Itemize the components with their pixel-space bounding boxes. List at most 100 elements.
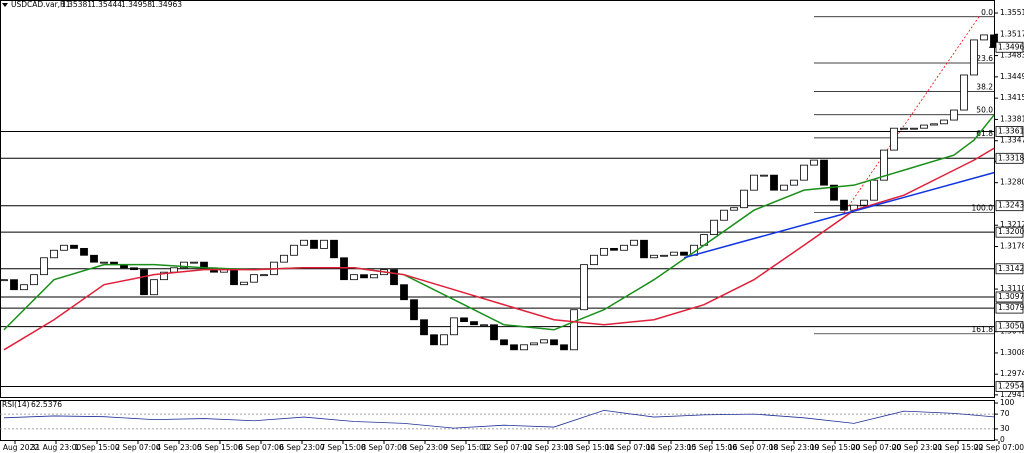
candle — [930, 123, 938, 126]
level-label: 1.30974 — [998, 292, 1024, 301]
candle — [440, 334, 448, 346]
candle — [360, 274, 368, 279]
menu-arrow[interactable] — [2, 3, 8, 7]
candle — [20, 284, 28, 291]
fib-label: 23.6 — [976, 54, 993, 63]
level-label: 1.29543 — [998, 382, 1024, 391]
candle — [40, 257, 48, 276]
level-label-box — [995, 291, 1024, 303]
candle — [730, 207, 738, 211]
candle — [770, 174, 778, 191]
y-tick-label: 1.3212 — [1000, 220, 1024, 229]
candle — [140, 269, 148, 296]
candle — [370, 274, 378, 279]
candle — [50, 249, 58, 259]
candle — [320, 239, 328, 249]
y-tick-label: 1.3449 — [1000, 72, 1024, 81]
x-tick-label: 1 Sep 15:00 — [74, 443, 120, 452]
rsi-tick-label: 0 — [1000, 435, 1005, 444]
x-tick-label: 21 Sep 15:00 — [933, 443, 983, 452]
candle — [860, 199, 868, 206]
fib-label: 50.0 — [976, 106, 993, 115]
x-tick-label: 9 Sep 15:00 — [443, 443, 489, 452]
level-label: 1.32009 — [998, 227, 1024, 236]
x-tick-label: 18 Sep 23:00 — [769, 443, 819, 452]
candle — [450, 317, 458, 336]
candle — [620, 244, 628, 251]
candle — [480, 324, 488, 327]
candle — [10, 279, 18, 291]
x-tick-label: 13 Sep 15:00 — [564, 443, 614, 452]
fib-label: 161.8 — [972, 325, 994, 334]
level-label-box — [995, 226, 1024, 238]
candle — [880, 149, 888, 181]
candle — [830, 184, 838, 201]
candle — [280, 254, 288, 263]
level-label: 1.30796 — [998, 303, 1024, 312]
x-tick-label: 7 Sep 15:00 — [320, 443, 366, 452]
x-tick-label: 5 Sep 15:00 — [197, 443, 243, 452]
candle — [710, 219, 718, 236]
level-label: 1.32432 — [998, 201, 1024, 210]
candle — [950, 109, 958, 121]
candle — [530, 342, 538, 346]
level-label-box — [995, 381, 1024, 392]
indicator-line — [3, 147, 995, 351]
candle — [660, 254, 668, 257]
candle — [870, 179, 878, 201]
candle — [520, 344, 528, 351]
candle — [240, 281, 248, 286]
candle — [940, 119, 948, 125]
candle — [630, 239, 638, 246]
candle — [920, 124, 928, 129]
y-tick-label: 1.2974 — [1000, 369, 1024, 378]
y-tick-label: 1.30080 — [1000, 348, 1024, 357]
x-tick-label: 8 Sep 23:00 — [402, 443, 448, 452]
y-tick-label: 1.35510 — [1000, 8, 1024, 17]
candle — [60, 244, 68, 251]
rsi-tick-label: 70 — [1000, 409, 1010, 418]
rsi-last: 62.5376 — [31, 400, 62, 409]
rsi-tick-label: 30 — [1000, 424, 1010, 433]
x-tick-label: 31 Aug 23:00 — [31, 443, 82, 452]
last-price-box — [995, 41, 1024, 53]
candle — [460, 317, 468, 323]
candle — [670, 251, 678, 256]
candle — [470, 321, 478, 326]
candle — [610, 247, 618, 251]
x-tick-label: 2 Sep 07:00 — [115, 443, 161, 452]
candle — [160, 271, 168, 281]
candle — [740, 189, 748, 209]
x-tick-label: 14 Sep 07:00 — [605, 443, 655, 452]
y-tick-label: 1.31100 — [1000, 284, 1024, 293]
level-label: 1.33189 — [998, 153, 1024, 162]
candle — [820, 159, 828, 186]
x-tick-label: 12 Sep 07:00 — [482, 443, 532, 452]
candle — [540, 339, 548, 344]
x-tick-label: 16 Sep 07:00 — [728, 443, 778, 452]
candle — [260, 274, 268, 277]
candle — [840, 199, 848, 211]
quote-high: 1.35444 — [91, 0, 122, 9]
last-price-label: 1.34963 — [998, 42, 1024, 51]
quote-low: 1.34958 — [121, 0, 152, 9]
candle — [80, 247, 88, 256]
candle — [130, 267, 138, 271]
rsi-panel — [0, 400, 995, 441]
candle — [100, 261, 108, 264]
candle — [170, 267, 178, 273]
main-panel — [0, 0, 995, 398]
candle — [800, 164, 808, 181]
candle — [400, 284, 408, 301]
candle — [150, 279, 158, 296]
fib-label: 100.0 — [972, 204, 994, 213]
level-label-box — [995, 200, 1024, 212]
x-tick-label: 8 Sep 07:00 — [361, 443, 407, 452]
candle — [290, 244, 298, 256]
candle — [640, 239, 648, 259]
candle — [680, 251, 688, 256]
candle — [500, 339, 508, 346]
level-label-box — [995, 321, 1024, 333]
candle — [340, 257, 348, 281]
